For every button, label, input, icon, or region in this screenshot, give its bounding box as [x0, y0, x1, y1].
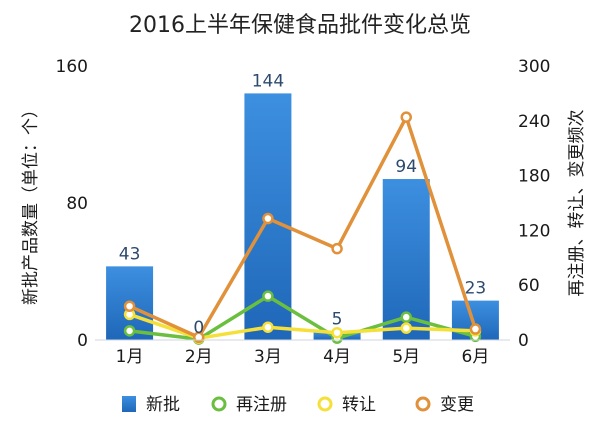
y-tick-right: 180: [518, 167, 550, 187]
bar-data-label: 94: [395, 157, 417, 177]
legend-swatch-line: [317, 396, 333, 412]
x-tick: 1月: [116, 347, 144, 367]
bar-data-label: 144: [252, 71, 284, 91]
series-point: [469, 323, 482, 335]
series-point: [262, 212, 274, 225]
x-tick: 6月: [462, 347, 490, 367]
y-tick-left: 80: [66, 194, 88, 214]
series-line: [127, 294, 478, 341]
y-tick-left: 160: [56, 57, 88, 77]
legend-swatch-line: [415, 396, 431, 412]
y-axis-label-right: 再注册、转让、变更频次: [567, 110, 587, 297]
legend-label: 再注册: [236, 395, 287, 415]
y-tick-right: 60: [518, 276, 540, 296]
y-tick-left: 0: [77, 331, 88, 351]
legend-swatch-line: [211, 396, 227, 412]
chart-title: 2016上半年保健食品批件变化总览: [129, 13, 471, 38]
series-point: [123, 325, 136, 337]
bar-data-label: 23: [465, 279, 487, 299]
legend-label: 新批: [146, 395, 180, 415]
legend-label: 转让: [342, 395, 376, 415]
x-tick: 4月: [323, 347, 351, 367]
y-tick-right: 0: [518, 331, 529, 351]
bar-data-label: 0: [193, 318, 204, 338]
x-tick: 2月: [185, 347, 213, 367]
bar-data-label: 5: [332, 309, 343, 329]
x-tick: 5月: [392, 347, 420, 367]
y-tick-right: 300: [518, 57, 550, 77]
series-point: [400, 111, 412, 123]
series-point: [400, 311, 412, 323]
y-axis-label-left: 新批产品数量（单位：个）: [21, 101, 41, 305]
legend-swatch-bar: [122, 396, 136, 412]
series-point: [331, 242, 343, 255]
series-line: [127, 115, 478, 340]
series-point: [400, 322, 412, 334]
series-point: [123, 300, 136, 312]
series-line: [127, 312, 478, 340]
bar-data-label: 43: [119, 244, 141, 264]
legend-label: 变更: [440, 395, 474, 415]
y-tick-right: 240: [518, 112, 550, 132]
series-point: [331, 326, 343, 339]
y-tick-right: 120: [518, 221, 550, 241]
series-point: [262, 290, 274, 302]
x-tick: 3月: [254, 347, 282, 367]
series-point: [262, 321, 274, 333]
